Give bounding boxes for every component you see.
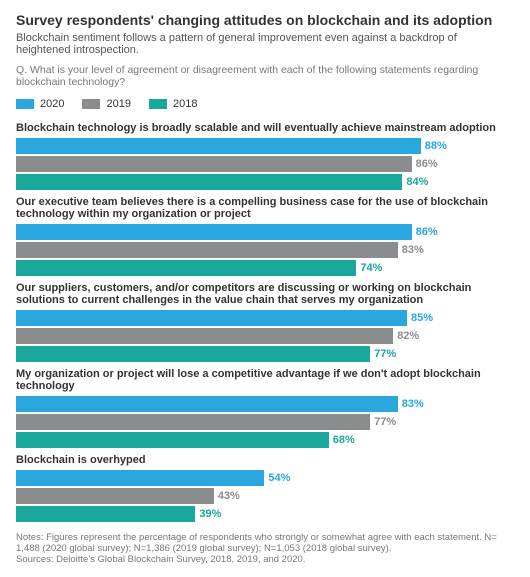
bar-value-label: 86% <box>416 158 438 170</box>
bar-value-label: 85% <box>411 312 433 324</box>
statement-block: Our suppliers, customers, and/or competi… <box>16 282 514 362</box>
statement-label: Blockchain is overhyped <box>16 454 514 466</box>
bar-value-label: 74% <box>360 262 382 274</box>
bar-value-label: 82% <box>397 330 419 342</box>
bar <box>16 396 398 412</box>
bar-value-label: 43% <box>218 490 240 502</box>
legend-label: 2018 <box>173 98 197 110</box>
legend: 2020 2019 2018 <box>16 98 514 110</box>
survey-question: Q. What is your level of agreement or di… <box>16 64 514 88</box>
bar-row: 77% <box>16 414 514 430</box>
chart-notes: Notes: Figures represent the percentage … <box>16 532 514 565</box>
bar-row: 82% <box>16 328 514 344</box>
bar-value-label: 68% <box>333 434 355 446</box>
statement-label: Blockchain technology is broadly scalabl… <box>16 122 514 134</box>
bar-row: 77% <box>16 346 514 362</box>
bar <box>16 138 421 154</box>
bar <box>16 260 356 276</box>
bar <box>16 470 264 486</box>
bar-row: 39% <box>16 506 514 522</box>
bar <box>16 242 398 258</box>
bar <box>16 224 412 240</box>
statement-block: Blockchain is overhyped 54% 43% 39% <box>16 454 514 522</box>
legend-item: 2019 <box>82 98 130 110</box>
bar-value-label: 77% <box>374 348 396 360</box>
bar-value-label: 83% <box>402 244 424 256</box>
legend-label: 2019 <box>106 98 130 110</box>
bar-chart: Blockchain technology is broadly scalabl… <box>16 122 514 522</box>
statement-block: Our executive team believes there is a c… <box>16 196 514 276</box>
statement-label: Our suppliers, customers, and/or competi… <box>16 282 514 306</box>
bar-value-label: 83% <box>402 398 424 410</box>
bar-row: 54% <box>16 470 514 486</box>
bar-value-label: 54% <box>268 472 290 484</box>
bar <box>16 174 402 190</box>
legend-swatch <box>16 99 34 109</box>
bar-row: 86% <box>16 224 514 240</box>
bar-value-label: 84% <box>406 176 428 188</box>
bar-value-label: 86% <box>416 226 438 238</box>
bar-value-label: 39% <box>199 508 221 520</box>
bar-value-label: 88% <box>425 140 447 152</box>
chart-title: Survey respondents' changing attitudes o… <box>16 12 514 28</box>
chart-subtitle: Blockchain sentiment follows a pattern o… <box>16 32 514 56</box>
statement-label: Our executive team believes there is a c… <box>16 196 514 220</box>
bar <box>16 156 412 172</box>
legend-swatch <box>149 99 167 109</box>
legend-item: 2018 <box>149 98 197 110</box>
bar-row: 83% <box>16 242 514 258</box>
notes-line: Notes: Figures represent the percentage … <box>16 532 514 554</box>
statement-label: My organization or project will lose a c… <box>16 368 514 392</box>
bar <box>16 328 393 344</box>
bar <box>16 310 407 326</box>
bar <box>16 432 329 448</box>
bar <box>16 488 214 504</box>
bar-row: 74% <box>16 260 514 276</box>
legend-swatch <box>82 99 100 109</box>
bar-row: 85% <box>16 310 514 326</box>
legend-item: 2020 <box>16 98 64 110</box>
legend-label: 2020 <box>40 98 64 110</box>
bar-row: 86% <box>16 156 514 172</box>
bar-row: 84% <box>16 174 514 190</box>
bar-row: 43% <box>16 488 514 504</box>
statement-block: Blockchain technology is broadly scalabl… <box>16 122 514 190</box>
statement-block: My organization or project will lose a c… <box>16 368 514 448</box>
bar <box>16 414 370 430</box>
bar-row: 88% <box>16 138 514 154</box>
bar-row: 68% <box>16 432 514 448</box>
sources-line: Sources: Deloitte's Global Blockchain Su… <box>16 554 514 565</box>
bar <box>16 346 370 362</box>
bar-value-label: 77% <box>374 416 396 428</box>
bar-row: 83% <box>16 396 514 412</box>
bar <box>16 506 195 522</box>
